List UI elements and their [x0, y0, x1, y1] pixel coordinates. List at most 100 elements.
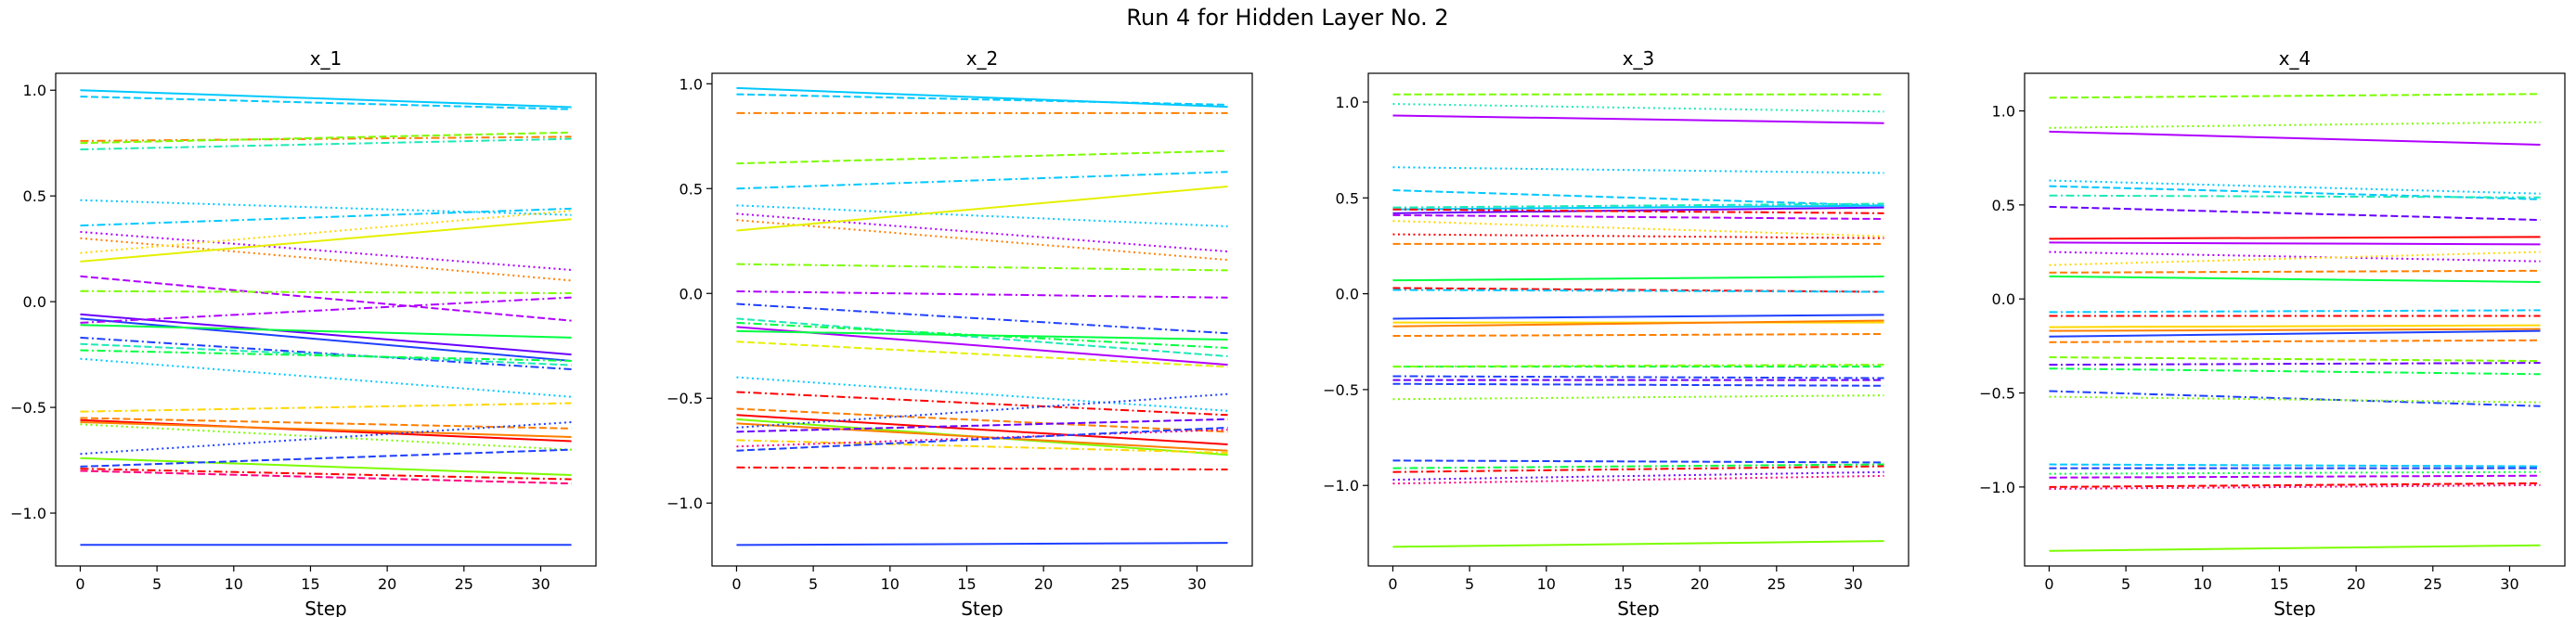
- series-line-8: [736, 219, 1228, 262]
- series-line-2: [1392, 103, 1884, 113]
- plot-frame: [55, 72, 597, 567]
- y-tick-label: −0.5: [10, 399, 46, 417]
- series-line-10: [1392, 213, 1884, 221]
- series-line-29: [1392, 465, 1884, 473]
- y-tick-label: 0.0: [23, 293, 46, 311]
- series-line-7: [80, 207, 572, 227]
- x-tick-label: 10: [1537, 575, 1556, 593]
- series-line-29: [736, 466, 1228, 471]
- series-line-27: [736, 429, 1228, 448]
- y-tick-label: −0.5: [1323, 381, 1359, 399]
- series-line-17: [736, 341, 1228, 368]
- series-line-28: [736, 426, 1228, 452]
- x-tick-label: 15: [2270, 575, 2288, 593]
- series-line-16: [80, 296, 572, 324]
- series-group: [736, 86, 1228, 546]
- series-line-11: [2049, 251, 2541, 266]
- series-line-21: [80, 357, 572, 398]
- series-line-29: [80, 448, 572, 468]
- series-line-27: [1392, 459, 1884, 464]
- y-tick-label: 0.5: [1992, 197, 2015, 214]
- series-line-1: [2049, 93, 2541, 99]
- series-line-8: [1392, 206, 1884, 214]
- series-line-28: [1392, 463, 1884, 469]
- series-line-6: [80, 199, 572, 216]
- plot-frame: [711, 72, 1253, 567]
- series-line-3: [1392, 114, 1884, 124]
- series-line-24: [2049, 395, 2541, 404]
- y-tick-label: −1.0: [667, 495, 703, 512]
- series-line-12: [80, 275, 572, 322]
- series-line-21: [2049, 362, 2541, 366]
- subplot-4: x_4 0 5 10 15 20 25 30 −1.0 −0.5 0.0 0.5 1.0 Step: [1979, 47, 2566, 617]
- series-line-11: [736, 289, 1228, 299]
- series-line-27: [80, 421, 572, 456]
- x-axis-label: Step: [961, 598, 1003, 617]
- series-line-25: [2049, 463, 2541, 468]
- series-line-30: [736, 542, 1228, 546]
- series-line-11: [1392, 220, 1884, 238]
- series-line-29: [2049, 482, 2541, 488]
- y-tick-label: −1.0: [1979, 479, 2015, 496]
- y-tick-label: −0.5: [667, 390, 703, 407]
- series-line-13: [80, 289, 572, 295]
- x-tick-label: 25: [2424, 575, 2442, 593]
- x-axis-label: Step: [2273, 598, 2316, 617]
- series-line-26: [736, 439, 1228, 454]
- x-tick-label: 30: [531, 575, 550, 593]
- series-line-14: [80, 313, 572, 356]
- series-line-19: [80, 342, 572, 366]
- series-line-4: [1392, 166, 1884, 174]
- series-line-26: [80, 423, 572, 451]
- x-tick-label: 30: [1844, 575, 1862, 593]
- y-tick-label: 0.0: [1336, 286, 1359, 303]
- subplot-2: x_2 0 5 10 15 20 25 30 −1.0 −0.5 0.0 0.5 1.0 Step: [667, 47, 1253, 617]
- series-line-1: [80, 89, 572, 109]
- series-line-15: [80, 317, 572, 362]
- series-line-18: [736, 376, 1228, 412]
- series-line-20: [1392, 332, 1884, 338]
- x-tick-label: 20: [378, 575, 396, 593]
- series-line-2: [736, 93, 1228, 106]
- series-line-4: [2049, 179, 2541, 195]
- series-group: [1392, 93, 1884, 548]
- x-tick-label: 25: [1111, 575, 1130, 593]
- subplot-title: x_3: [1623, 47, 1655, 70]
- series-line-16: [1392, 289, 1884, 293]
- series-line-19: [1392, 319, 1884, 328]
- series-line-31: [2049, 544, 2541, 552]
- figure-title: Run 4 for Hidden Layer No. 2: [1126, 5, 1448, 31]
- y-tick-label: −1.0: [10, 505, 46, 522]
- x-tick-label: 5: [152, 575, 162, 593]
- y-tick-label: 0.5: [1336, 189, 1359, 207]
- subplot-title: x_2: [966, 47, 999, 70]
- x-tick-label: 15: [1613, 575, 1632, 593]
- series-line-11: [80, 210, 572, 254]
- series-line-8: [80, 230, 572, 271]
- series-line-25: [1392, 382, 1884, 387]
- subplot-title: x_1: [310, 47, 343, 70]
- x-tick-label: 0: [75, 575, 84, 593]
- y-tick-label: −0.5: [1979, 385, 2015, 403]
- series-line-20: [2049, 356, 2541, 363]
- series-line-12: [2049, 269, 2541, 274]
- series-line-7: [1392, 204, 1884, 211]
- x-tick-label: 30: [2500, 575, 2518, 593]
- series-line-30: [80, 468, 572, 481]
- y-tick-label: 0.0: [680, 285, 703, 302]
- series-line-12: [1392, 233, 1884, 239]
- series-line-21: [736, 414, 1228, 445]
- series-line-24: [80, 418, 572, 443]
- x-tick-label: 10: [2194, 575, 2212, 593]
- series-line-18: [2049, 329, 2541, 338]
- series-line-10: [736, 263, 1228, 272]
- series-line-28: [2049, 474, 2541, 479]
- series-line-27: [2049, 470, 2541, 475]
- series-line-2: [2049, 121, 2541, 129]
- plot-frame: [1367, 72, 1909, 567]
- series-line-22: [1392, 364, 1884, 368]
- x-tick-label: 0: [1388, 575, 1397, 593]
- y-tick-label: 0.5: [23, 187, 46, 205]
- x-tick-label: 5: [2121, 575, 2130, 593]
- series-line-7: [2049, 205, 2541, 222]
